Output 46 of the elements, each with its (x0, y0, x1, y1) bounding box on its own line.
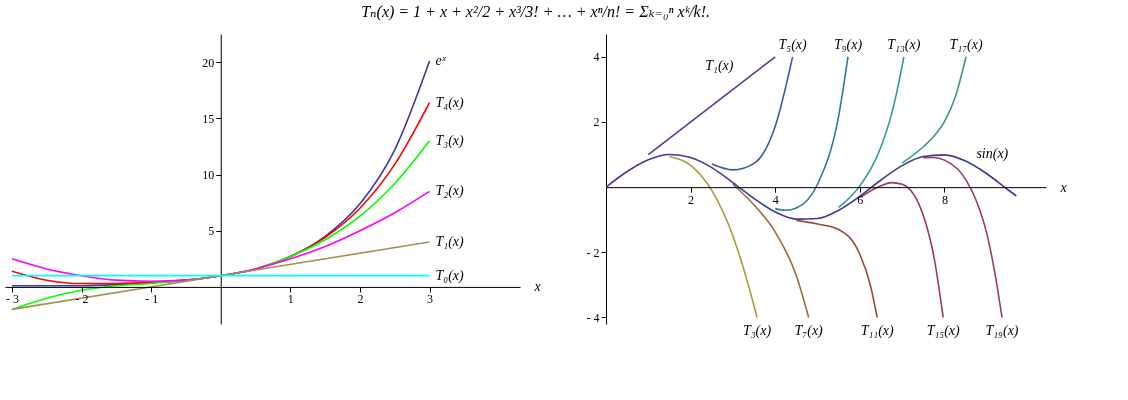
x-tick-label: 2 (357, 292, 364, 307)
x-tick-label: 8 (941, 192, 948, 207)
series-label: T₁(x) (435, 233, 465, 250)
y-tick-label: 5 (208, 224, 215, 239)
series-label: T₃(x) (742, 323, 772, 340)
series-label: T₀(x) (435, 267, 465, 284)
line-series (901, 56, 967, 164)
series-label: T₂(x) (435, 183, 465, 200)
line-series (859, 181, 944, 319)
series-label: T₉(x) (833, 36, 863, 53)
line-series (837, 56, 905, 209)
y-tick-label: - 2 (586, 245, 600, 260)
series-label: T₁₁(x) (860, 323, 895, 340)
y-tick-label: 4 (593, 50, 600, 65)
line-series (774, 56, 849, 212)
x-tick-label: 6 (857, 192, 864, 207)
x-tick-label: - 2 (75, 292, 89, 307)
x-tick-label: 4 (772, 192, 779, 207)
y-tick-label: 20 (202, 55, 215, 70)
line-series (732, 183, 810, 319)
series-label: T₄(x) (435, 94, 465, 111)
series-label: T₇(x) (794, 323, 824, 340)
y-tick-label: 10 (202, 168, 215, 182)
line-series (11, 190, 431, 283)
y-tick-label: 2 (593, 115, 600, 130)
line-series (795, 219, 878, 319)
series-label: T₁₇(x) (949, 36, 983, 53)
x-axis-title: x (533, 279, 542, 295)
series-label: T₃(x) (435, 132, 465, 149)
x-axis-title: x (1059, 179, 1068, 195)
x-tick-label: 2 (688, 192, 695, 207)
y-tick-label: - 4 (586, 310, 600, 325)
x-tick-label: - 3 (5, 292, 19, 307)
chart-title: Tₙ(x) = 1 + x + x²/2 + x³/3! + … + xⁿ/n! = Σₖ₌₀ⁿ xᵏ/k!. (361, 3, 711, 21)
line-series (668, 155, 758, 319)
x-tick-label: - 1 (145, 292, 159, 307)
x-tick-label: 1 (287, 292, 294, 307)
series-label: T₁₃(x) (887, 36, 921, 53)
series-label: T₁(x) (705, 58, 734, 75)
series-label: eˣ (435, 52, 447, 68)
y-tick-label: 15 (202, 111, 215, 126)
series-label: sin(x) (976, 145, 1009, 162)
series-label: T₁₉(x) (985, 323, 1019, 340)
x-tick-label: 3 (427, 292, 434, 307)
series-label: T₅(x) (778, 36, 807, 53)
series-label: T₁₅(x) (926, 323, 961, 340)
